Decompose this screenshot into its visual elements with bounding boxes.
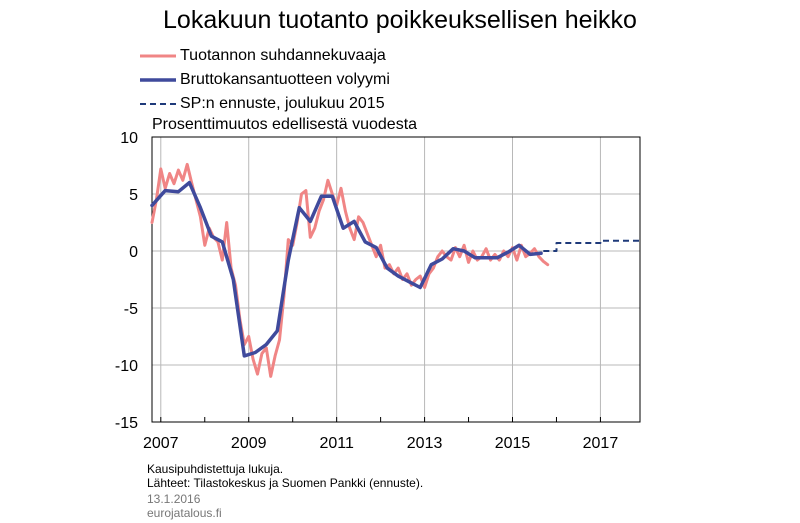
x-tick-label: 2009 <box>231 435 267 452</box>
legend-label-gdp-volume: Bruttokansantuotteen volyymi <box>180 71 390 88</box>
footer-note-sources: Lähteet: Tilastokeskus ja Suomen Pankki … <box>147 476 424 490</box>
y-tick-label: 5 <box>129 187 138 204</box>
legend-item-industrial-output: Tuotannon suhdannekuvaaja <box>140 44 390 68</box>
legend-item-forecast: SP:n ennuste, joulukuu 2015 <box>140 92 390 116</box>
y-tick-label: -15 <box>115 415 138 432</box>
chart-subtitle: Prosenttimuutos edellisestä vuodesta <box>152 116 418 133</box>
plot-frame <box>151 136 641 423</box>
footer-note-seasonal: Kausipuhdistettuja lukuja. <box>147 462 284 476</box>
x-tick-label: 2013 <box>407 435 443 452</box>
y-tick-label: -10 <box>115 358 138 375</box>
x-tick-label: 2011 <box>319 435 354 452</box>
y-tick-label: 0 <box>129 244 138 261</box>
x-tick-label: 2017 <box>583 435 619 452</box>
x-tick-label: 2007 <box>143 435 179 452</box>
legend-label-forecast: SP:n ennuste, joulukuu 2015 <box>180 95 385 112</box>
footer-date: 13.1.2016 <box>147 492 201 506</box>
series-line-gdp-volume <box>150 180 543 358</box>
legend-item-gdp-volume: Bruttokansantuotteen volyymi <box>140 68 390 92</box>
legend: Tuotannon suhdannekuvaaja Bruttokansantu… <box>140 44 390 116</box>
chart-title: Lokakuun tuotanto poikkeuksellisen heikk… <box>163 6 637 34</box>
y-tick-label: 10 <box>120 130 138 147</box>
series-line-forecast <box>543 239 640 252</box>
legend-swatch-industrial-output <box>140 54 176 58</box>
series-line-industrial-output <box>150 162 550 378</box>
legend-swatch-gdp-volume <box>140 78 176 82</box>
y-tick-label: -5 <box>124 301 138 318</box>
footer-site: eurojatalous.fi <box>147 506 222 520</box>
legend-swatch-forecast <box>140 103 176 105</box>
x-tick-label: 2015 <box>495 435 531 452</box>
legend-label-industrial-output: Tuotannon suhdannekuvaaja <box>180 47 386 64</box>
